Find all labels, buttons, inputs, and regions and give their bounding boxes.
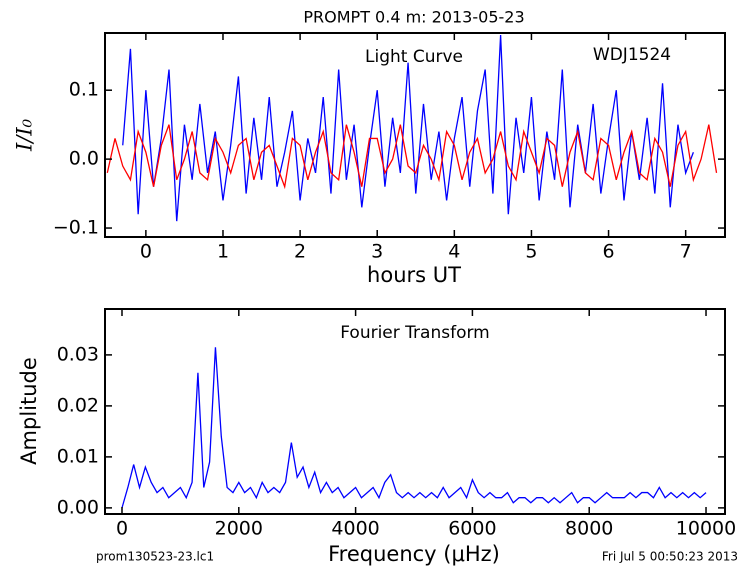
x-tick-label: 0 bbox=[116, 518, 128, 540]
y-tick-label: 0.1 bbox=[69, 79, 99, 101]
x-tick-label: 6000 bbox=[448, 518, 496, 540]
x-tick-label: 3 bbox=[371, 241, 383, 263]
x-tick-label: 6 bbox=[603, 241, 615, 263]
data-line bbox=[122, 35, 694, 222]
x-axis-label: hours UT bbox=[367, 263, 461, 287]
footer-left: prom130523-23.lc1 bbox=[96, 550, 214, 564]
x-tick-label: 0 bbox=[140, 241, 152, 263]
y-tick-label: 0.0 bbox=[69, 148, 99, 170]
x-tick-label: 10000 bbox=[676, 518, 736, 540]
x-tick-label: 2000 bbox=[215, 518, 263, 540]
chart-title: PROMPT 0.4 m: 2013-05-23 bbox=[303, 8, 524, 27]
y-tick-label: 0.02 bbox=[57, 394, 99, 416]
annotation: Fourier Transform bbox=[340, 323, 489, 343]
data-line bbox=[121, 347, 707, 509]
y-axis-label: I/I₀ bbox=[13, 118, 37, 152]
data-line bbox=[106, 124, 718, 190]
x-axis-label: Frequency (μHz) bbox=[328, 542, 500, 566]
x-tick-label: 7 bbox=[680, 241, 692, 263]
y-tick-label: 0.01 bbox=[57, 445, 99, 467]
x-tick-label: 4000 bbox=[331, 518, 379, 540]
x-tick-label: 1 bbox=[217, 241, 229, 263]
annotation: Light Curve bbox=[365, 47, 463, 67]
plot-frame bbox=[104, 32, 726, 238]
footer-right: Fri Jul 5 00:50:23 2013 bbox=[602, 550, 738, 564]
x-tick-label: 5 bbox=[525, 241, 537, 263]
annotation: WDJ1524 bbox=[593, 45, 671, 65]
x-tick-label: 2 bbox=[294, 241, 306, 263]
y-tick-label: 0.03 bbox=[57, 343, 99, 365]
x-tick-label: 4 bbox=[448, 241, 460, 263]
x-tick-label: 8000 bbox=[565, 518, 613, 540]
y-axis-label: Amplitude bbox=[17, 357, 41, 465]
y-tick-label: 0.00 bbox=[57, 496, 99, 518]
y-tick-label: −0.1 bbox=[53, 217, 99, 239]
plot-frame bbox=[104, 308, 726, 515]
